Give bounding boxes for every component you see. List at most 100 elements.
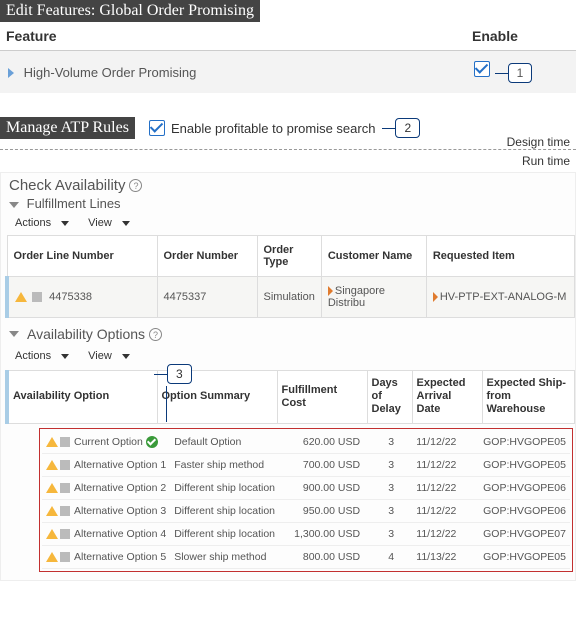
th-expected-arrival: Expected Arrival Date [412,371,482,424]
edit-features-section: Edit Features: Global Order Promising Fe… [0,0,576,93]
availability-options-title: Availability Options [27,326,145,342]
design-time-label: Design time [507,135,570,149]
atp-title: Manage ATP Rules [0,117,135,139]
option-delay: 4 [370,545,412,568]
availability-option-row[interactable]: Alternative Option 2 Different ship locat… [42,476,570,499]
feature-col-header: Feature [0,22,466,51]
warning-icon [46,529,58,539]
th-customer-name: Customer Name [321,236,426,277]
fulfillment-line-row[interactable]: 4475338 4475337 Simulation Singapore Dis… [7,277,575,318]
feature-table: Feature Enable High-Volume Order Promisi… [0,22,576,93]
option-warehouse: GOP:HVGOPE06 [479,476,570,499]
option-summary: Different ship location [170,499,284,522]
option-cost: 620.00 USD [284,431,370,454]
callout-3-line [166,386,167,422]
edit-features-title: Edit Features: Global Order Promising [0,0,260,22]
warning-icon [46,506,58,516]
enable-col-header: Enable [466,22,576,51]
option-cost: 900.00 USD [284,476,370,499]
warning-icon [46,437,58,447]
separator [0,149,576,150]
option-delay: 3 [370,453,412,476]
option-warehouse: GOP:HVGOPE05 [479,453,570,476]
option-summary: Different ship location [170,476,284,499]
availability-options-highlight-box: Current OptionDefault Option620.00 USD31… [39,428,573,572]
option-cost: 1,300.00 USD [284,522,370,545]
option-delay: 3 [370,431,412,454]
flag-icon [328,286,333,296]
order-type: Simulation [257,277,321,318]
option-name: Alternative Option 4 [74,528,166,540]
option-arrival: 11/12/22 [412,476,479,499]
option-warehouse: GOP:HVGOPE05 [479,431,570,454]
th-order-number: Order Number [157,236,257,277]
option-cost: 800.00 USD [284,545,370,568]
option-name: Alternative Option 1 [74,459,166,471]
warning-icon [46,460,58,470]
ptp-checkbox[interactable] [149,120,165,136]
availability-option-row[interactable]: Current OptionDefault Option620.00 USD31… [42,431,570,454]
customer-name: Singapore Distribu [328,285,385,309]
th-fulfillment-cost: Fulfillment Cost [277,371,367,424]
collapse-icon[interactable] [9,202,19,208]
ptp-label: Enable profitable to promise search [171,121,376,136]
availability-option-row[interactable]: Alternative Option 5Slower ship method80… [42,545,570,568]
option-name: Alternative Option 5 [74,551,166,563]
option-delay: 3 [370,522,412,545]
option-arrival: 11/12/22 [412,431,479,454]
availability-options-header-table: Availability Option Option Summary Fulfi… [5,370,575,424]
status-icon [32,292,42,302]
warning-icon [46,483,58,493]
option-name: Current Option [74,436,143,448]
option-cost: 700.00 USD [284,453,370,476]
feature-row: High-Volume Order Promising 1 [0,51,576,94]
option-arrival: 11/13/22 [412,545,479,568]
th-requested-item: Requested Item [426,236,574,277]
order-number: 4475337 [157,277,257,318]
th-order-type: Order Type [257,236,321,277]
option-delay: 3 [370,476,412,499]
availability-option-row[interactable]: Alternative Option 1 Faster ship method70… [42,453,570,476]
option-delay: 3 [370,499,412,522]
option-arrival: 11/12/22 [412,453,479,476]
option-arrival: 11/12/22 [412,499,479,522]
status-icon [60,483,70,493]
actions-menu[interactable]: Actions [15,350,77,362]
caret-down-icon [122,221,130,226]
view-menu[interactable]: View [88,217,138,229]
fulfillment-lines-label: Fulfillment Lines [27,196,121,211]
caret-down-icon [122,354,130,359]
feature-enable-checkbox[interactable] [474,61,490,77]
option-name: Alternative Option 2 [74,482,166,494]
option-summary: Faster ship method [170,453,284,476]
availability-option-row[interactable]: Alternative Option 3 Different ship locat… [42,499,570,522]
availability-options-table: Current OptionDefault Option620.00 USD31… [42,431,570,569]
availability-option-row[interactable]: Alternative Option 4Different ship locat… [42,522,570,545]
warning-icon [15,292,27,302]
requested-item: HV-PTP-EXT-ANALOG-M [440,291,567,303]
actions-menu[interactable]: Actions [15,217,77,229]
feature-label: High-Volume Order Promising [24,65,197,80]
option-warehouse: GOP:HVGOPE05 [479,545,570,568]
option-warehouse: GOP:HVGOPE07 [479,522,570,545]
check-availability-title: Check Availability [9,177,125,194]
status-icon [60,506,70,516]
help-icon[interactable]: ? [149,328,162,341]
callout-2: 2 [395,118,420,138]
status-icon [60,437,70,447]
help-icon[interactable]: ? [129,179,142,192]
callout-3: 3 [167,364,192,384]
view-menu[interactable]: View [88,350,138,362]
current-option-check-icon [146,436,158,448]
atp-section: Manage ATP Rules Enable profitable to pr… [0,117,576,139]
caret-down-icon [61,354,69,359]
option-arrival: 11/12/22 [412,522,479,545]
collapse-icon[interactable] [9,331,19,337]
expand-icon[interactable] [8,68,14,78]
caret-down-icon [61,221,69,226]
warning-icon [46,552,58,562]
fulfillment-lines-table: Order Line Number Order Number Order Typ… [5,235,575,318]
option-name: Alternative Option 3 [74,505,166,517]
status-icon [60,460,70,470]
callout-1: 1 [508,63,533,83]
